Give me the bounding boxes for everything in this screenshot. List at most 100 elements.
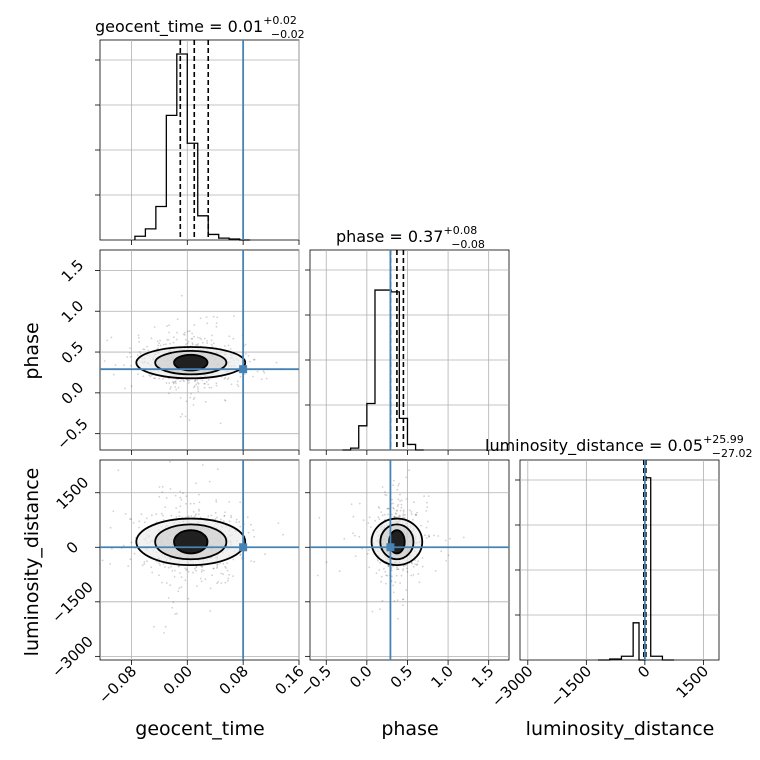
sample-point	[194, 379, 197, 382]
sample-point	[204, 578, 207, 581]
sample-point	[415, 514, 417, 517]
sample-point	[399, 493, 401, 496]
sample-point	[189, 502, 192, 505]
sample-point	[397, 498, 400, 501]
sample-point	[137, 373, 139, 376]
sample-point	[196, 378, 199, 381]
sample-point	[146, 345, 148, 348]
sample-point	[194, 567, 196, 570]
sample-point	[178, 587, 181, 590]
sample-point	[239, 525, 242, 528]
sample-point	[210, 386, 213, 389]
sample-point	[204, 400, 207, 403]
sample-point	[192, 404, 195, 406]
sample-point	[400, 503, 403, 506]
sample-point	[387, 565, 390, 567]
sample-point	[112, 373, 115, 376]
sample-point	[358, 502, 361, 505]
sample-point	[215, 322, 218, 324]
sample-point	[143, 348, 146, 351]
sample-point	[130, 364, 132, 367]
sample-point	[182, 492, 184, 495]
sample-point	[122, 544, 125, 547]
sample-point	[216, 567, 218, 569]
sample-point	[193, 324, 196, 326]
hist-step-line	[342, 289, 424, 451]
sample-point	[138, 340, 141, 343]
sample-point	[210, 343, 213, 346]
ylabel-luminosity-distance: luminosity_distance	[21, 468, 43, 657]
sample-point	[161, 581, 163, 584]
sample-point	[179, 415, 182, 418]
sample-point	[184, 415, 187, 418]
sample-point	[227, 577, 230, 580]
sample-point	[402, 511, 405, 513]
sample-point	[368, 549, 370, 552]
sample-point	[187, 379, 189, 381]
sample-point	[399, 500, 401, 502]
sample-point	[216, 516, 218, 519]
sample-point	[384, 570, 387, 573]
sample-point	[387, 565, 390, 568]
sample-point	[240, 553, 242, 556]
sample-point	[369, 526, 372, 528]
hist-bin	[177, 54, 187, 240]
sample-point	[186, 568, 189, 571]
sample-point	[158, 574, 160, 577]
sample-point	[392, 502, 394, 505]
sample-point	[224, 565, 227, 568]
sample-point	[207, 383, 210, 386]
sample-point	[139, 352, 142, 355]
sample-point	[110, 336, 113, 339]
sample-point	[170, 514, 173, 517]
sample-point	[207, 515, 210, 517]
sample-point	[440, 550, 443, 553]
sample-point	[213, 567, 215, 570]
sample-point	[165, 582, 168, 584]
sample-point	[397, 503, 400, 506]
sample-point	[354, 555, 357, 557]
sample-point	[224, 511, 226, 514]
sample-point	[188, 419, 191, 422]
sample-point	[129, 518, 131, 520]
sample-point	[381, 514, 384, 517]
tick-label-luminosity-distance: 1500	[672, 662, 712, 702]
sample-point	[175, 507, 178, 509]
sample-point	[130, 541, 133, 544]
truth-marker	[239, 543, 248, 552]
tick-label-distance-y: 1500	[53, 473, 93, 513]
sample-point	[393, 516, 396, 518]
sample-point	[393, 507, 395, 510]
sample-point	[222, 520, 225, 523]
sample-point	[171, 570, 174, 572]
sample-point	[398, 482, 400, 485]
sample-point	[201, 341, 204, 344]
title-geocent-time: geocent_time = 0.01+0.02 −0.02	[95, 14, 305, 41]
sample-point	[124, 387, 126, 390]
sample-point	[414, 563, 416, 566]
sample-point	[262, 370, 265, 373]
sample-point	[127, 565, 130, 567]
sample-point	[129, 558, 132, 561]
sample-point	[204, 382, 206, 385]
hist-panel-luminosity_distance-frame	[519, 459, 720, 661]
sample-point	[158, 486, 161, 488]
sample-point	[380, 575, 383, 578]
sample-point	[228, 335, 231, 338]
sample-point	[165, 497, 168, 499]
sample-point	[253, 535, 256, 538]
sample-point	[174, 380, 176, 383]
sample-point	[159, 344, 162, 347]
sample-point	[216, 468, 219, 471]
sample-point	[157, 347, 159, 350]
sample-point	[338, 570, 341, 573]
sample-point	[226, 562, 229, 564]
sample-point	[236, 380, 239, 383]
sample-point	[186, 330, 189, 332]
sample-point	[173, 336, 175, 339]
sample-point	[393, 600, 396, 602]
sample-point	[399, 509, 402, 512]
sample-point	[249, 360, 251, 363]
sample-point	[173, 576, 176, 578]
sample-point	[229, 348, 232, 350]
